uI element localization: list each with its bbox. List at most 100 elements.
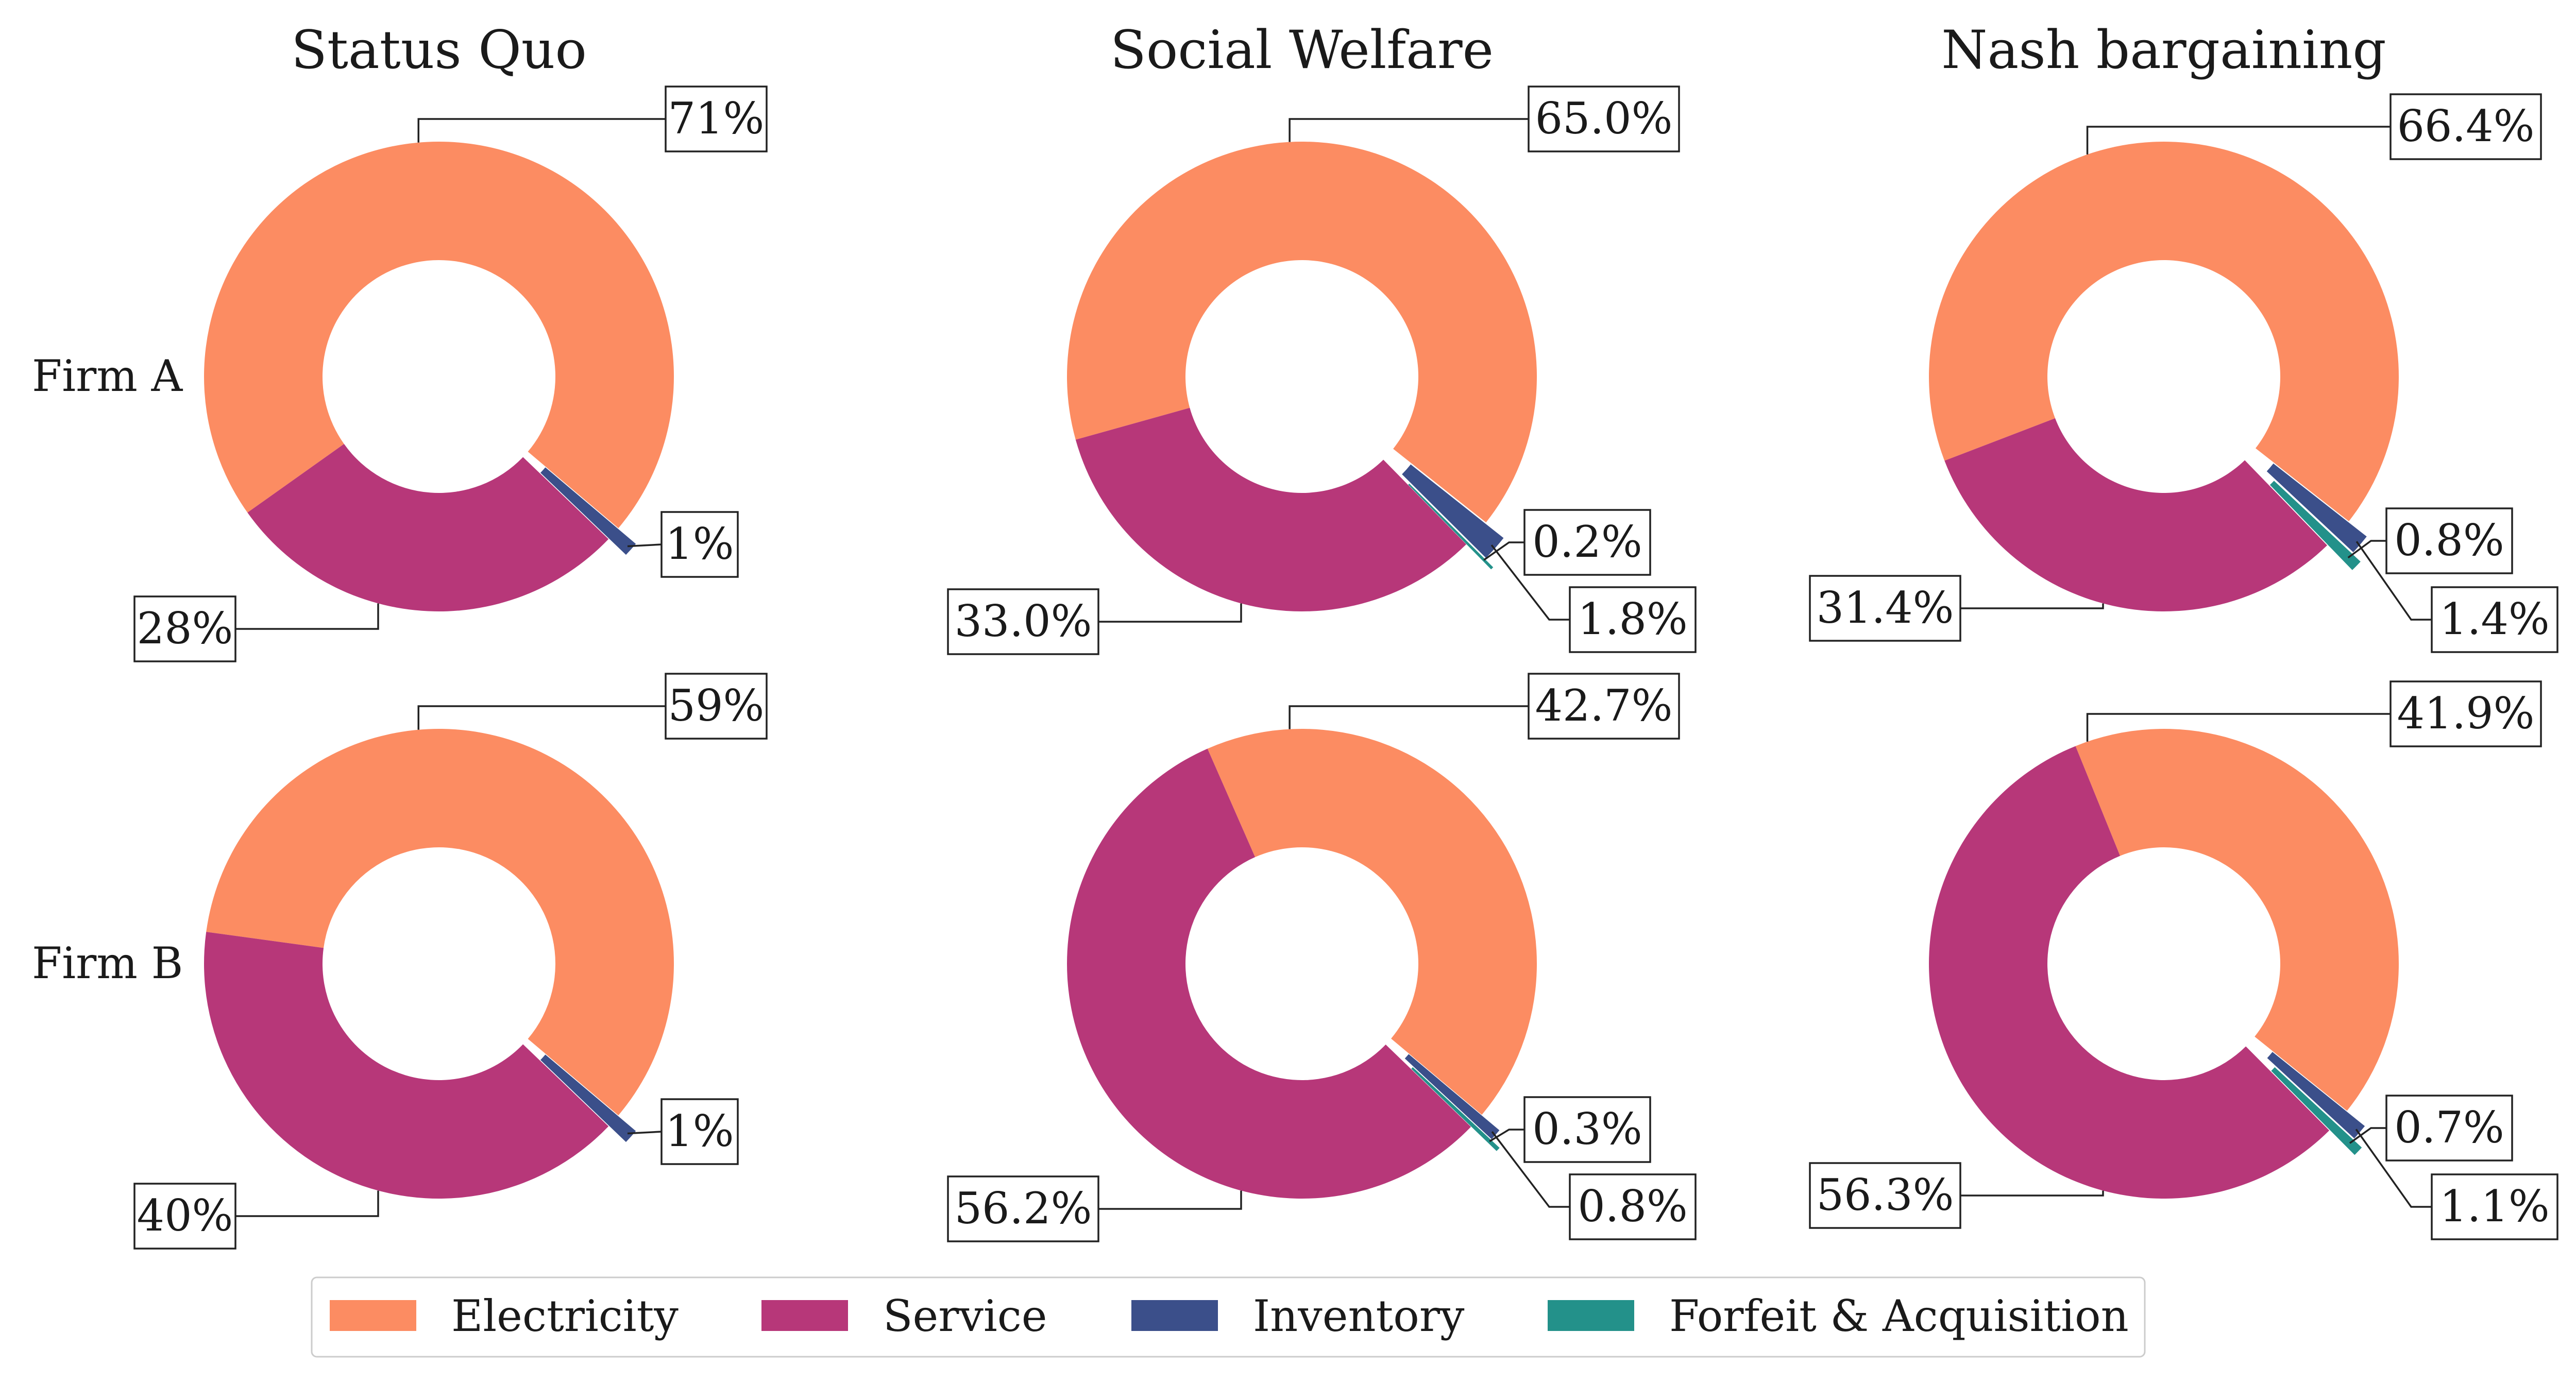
label-status-quo-firm-b-electricity-box xyxy=(665,673,768,740)
slice-nash-bargaining-firm-a-service xyxy=(1944,418,2327,611)
leader-nash-bargaining-firm-a-forfeit xyxy=(2347,540,2386,559)
slice-nash-bargaining-firm-a-electricity xyxy=(1929,141,2399,521)
legend-swatch-electricity xyxy=(330,1300,416,1331)
label-social-welfare-firm-b-forfeit-box xyxy=(1523,1096,1651,1163)
legend-swatch-service xyxy=(761,1300,848,1331)
label-social-welfare-firm-b-electricity-box xyxy=(1528,673,1680,740)
leader-nash-bargaining-firm-b-electricity xyxy=(2086,713,2391,742)
label-nash-bargaining-firm-b-inventory-text: 1.1% xyxy=(2439,1181,2549,1232)
label-nash-bargaining-firm-b-forfeit-text: 0.7% xyxy=(2394,1102,2504,1153)
label-nash-bargaining-firm-b-electricity-text: 41.9% xyxy=(2397,688,2535,739)
slice-status-quo-firm-b-electricity xyxy=(206,728,674,1116)
label-social-welfare-firm-a-inventory-text: 1.8% xyxy=(1578,594,1687,644)
slice-status-quo-firm-a-electricity xyxy=(204,142,674,528)
label-status-quo-firm-b-inventory-box xyxy=(660,1098,739,1165)
label-nash-bargaining-firm-a-service-box xyxy=(1809,575,1961,642)
leader-status-quo-firm-b-electricity xyxy=(417,705,666,730)
slice-social-welfare-firm-a-inventory xyxy=(1402,464,1504,558)
label-nash-bargaining-firm-b-electricity-box xyxy=(2389,680,2542,747)
leader-nash-bargaining-firm-a-electricity xyxy=(2086,126,2391,155)
label-status-quo-firm-b-service-box xyxy=(133,1183,236,1250)
label-social-welfare-firm-a-inventory-box xyxy=(1569,586,1697,653)
label-status-quo-firm-a-electricity-box xyxy=(665,86,768,152)
leader-status-quo-firm-b-service xyxy=(235,1190,379,1217)
label-social-welfare-firm-b-electricity-text: 42.7% xyxy=(1535,680,1673,731)
slice-nash-bargaining-firm-b-inventory xyxy=(2267,1052,2365,1139)
leader-nash-bargaining-firm-a-service xyxy=(1960,603,2104,609)
label-nash-bargaining-firm-a-electricity-text: 66.4% xyxy=(2397,101,2535,151)
leader-nash-bargaining-firm-b-forfeit xyxy=(2349,1127,2386,1144)
leader-social-welfare-firm-b-electricity xyxy=(1289,705,1529,729)
leader-status-quo-firm-a-inventory xyxy=(627,543,662,548)
label-social-welfare-firm-b-service-box xyxy=(947,1175,1099,1242)
label-social-welfare-firm-b-forfeit-text: 0.3% xyxy=(1532,1104,1642,1154)
slice-status-quo-firm-b-service xyxy=(204,932,609,1199)
slice-social-welfare-firm-b-inventory xyxy=(1404,1054,1500,1139)
leader-social-welfare-firm-b-inventory xyxy=(1491,1131,1570,1208)
label-nash-bargaining-firm-a-inventory-box xyxy=(2431,586,2558,653)
label-nash-bargaining-firm-a-forfeit-box xyxy=(2385,507,2513,574)
slice-social-welfare-firm-a-service xyxy=(1075,407,1467,611)
label-social-welfare-firm-a-electricity-box xyxy=(1528,86,1680,152)
label-social-welfare-firm-a-service-text: 33.0% xyxy=(955,596,1092,646)
label-nash-bargaining-firm-b-service-box xyxy=(1809,1162,1961,1229)
label-social-welfare-firm-b-inventory-box xyxy=(1569,1173,1697,1240)
leader-social-welfare-firm-a-electricity xyxy=(1289,118,1529,142)
label-nash-bargaining-firm-a-forfeit-text: 0.8% xyxy=(2394,515,2504,566)
legend-swatch-forfeit-acquisition xyxy=(1548,1300,1634,1331)
label-social-welfare-firm-a-forfeit-box xyxy=(1523,509,1651,576)
legend-label-service: Service xyxy=(883,1291,1047,1341)
slice-social-welfare-firm-b-service xyxy=(1066,748,1471,1199)
row-label-firm-a: Firm A xyxy=(32,351,183,401)
legend-frame xyxy=(311,1276,2146,1358)
leader-social-welfare-firm-a-service xyxy=(1098,603,1242,623)
leader-social-welfare-firm-a-forfeit xyxy=(1483,541,1524,561)
label-social-welfare-firm-a-forfeit-text: 0.2% xyxy=(1532,517,1642,567)
leader-nash-bargaining-firm-a-inventory xyxy=(2355,541,2432,621)
slice-nash-bargaining-firm-b-electricity xyxy=(2075,729,2399,1111)
slice-social-welfare-firm-b-electricity xyxy=(1207,729,1537,1115)
slice-nash-bargaining-firm-a-forfeit-acquisition xyxy=(2269,481,2361,570)
leader-status-quo-firm-a-electricity xyxy=(417,118,666,143)
slice-nash-bargaining-firm-b-service xyxy=(1929,746,2330,1199)
leader-social-welfare-firm-b-forfeit xyxy=(1489,1129,1524,1142)
leader-status-quo-firm-a-service xyxy=(235,603,379,630)
leader-social-welfare-firm-a-inventory xyxy=(1490,544,1570,621)
label-nash-bargaining-firm-b-service-text: 56.3% xyxy=(1817,1170,1954,1220)
row-label-firm-b: Firm B xyxy=(32,938,183,988)
label-status-quo-firm-a-electricity-text: 71% xyxy=(668,93,765,144)
label-status-quo-firm-b-electricity-text: 59% xyxy=(668,680,765,731)
label-status-quo-firm-a-service-box xyxy=(133,595,236,662)
legend-label-forfeit-acquisition: Forfeit & Acquisition xyxy=(1669,1291,2129,1341)
legend-label-inventory: Inventory xyxy=(1253,1291,1465,1341)
slice-social-welfare-firm-a-electricity xyxy=(1067,142,1537,523)
label-nash-bargaining-firm-a-service-text: 31.4% xyxy=(1817,583,1954,633)
label-social-welfare-firm-a-service-box xyxy=(947,588,1099,655)
label-status-quo-firm-a-inventory-box xyxy=(660,511,739,578)
column-title-social-welfare: Social Welfare xyxy=(1110,20,1494,81)
label-social-welfare-firm-b-service-text: 56.2% xyxy=(955,1183,1092,1234)
column-title-nash-bargaining: Nash bargaining xyxy=(1941,20,2386,81)
label-social-welfare-firm-a-electricity-text: 65.0% xyxy=(1535,93,1673,144)
slice-social-welfare-firm-a-forfeit-acquisition xyxy=(1408,484,1494,570)
slice-status-quo-firm-a-inventory xyxy=(540,467,636,555)
label-nash-bargaining-firm-a-inventory-text: 1.4% xyxy=(2439,594,2549,644)
leader-nash-bargaining-firm-b-service xyxy=(1960,1190,2104,1197)
label-status-quo-firm-b-service-text: 40% xyxy=(137,1190,233,1241)
column-title-status-quo: Status Quo xyxy=(291,20,587,81)
label-nash-bargaining-firm-b-inventory-box xyxy=(2431,1173,2558,1240)
label-nash-bargaining-firm-a-electricity-box xyxy=(2389,93,2542,160)
label-status-quo-firm-b-inventory-text: 1% xyxy=(665,1106,734,1156)
label-social-welfare-firm-b-inventory-text: 0.8% xyxy=(1578,1181,1687,1232)
slice-status-quo-firm-a-service xyxy=(247,443,609,611)
leader-nash-bargaining-firm-b-inventory xyxy=(2355,1129,2432,1208)
leader-status-quo-firm-b-inventory xyxy=(627,1131,662,1135)
slice-nash-bargaining-firm-b-forfeit-acquisition xyxy=(2271,1067,2362,1155)
slice-social-welfare-firm-b-forfeit-acquisition xyxy=(1411,1067,1500,1151)
label-nash-bargaining-firm-b-forfeit-box xyxy=(2385,1095,2513,1162)
label-status-quo-firm-a-inventory-text: 1% xyxy=(665,519,734,569)
legend-swatch-inventory xyxy=(1131,1300,1218,1331)
legend-label-electricity: Electricity xyxy=(451,1291,679,1341)
leader-social-welfare-firm-b-service xyxy=(1098,1190,1242,1210)
